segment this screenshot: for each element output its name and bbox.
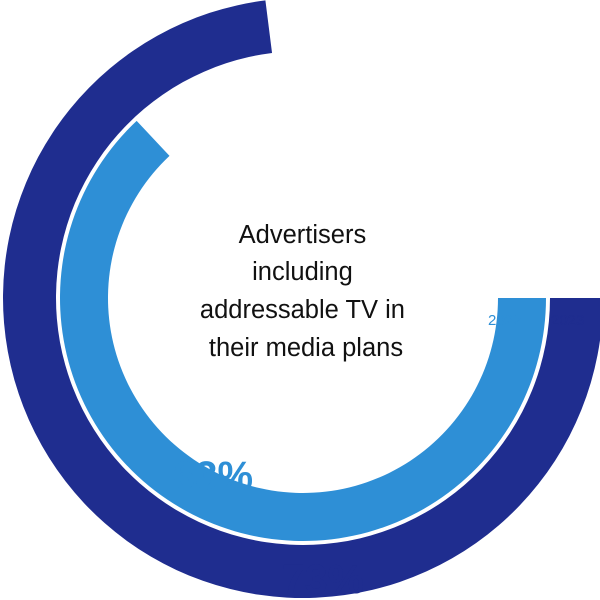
title-line-1: Advertisers [239, 221, 367, 249]
chart-title: Advertisers including addressable TV in … [200, 221, 412, 362]
title-line-3: addressable TV in [200, 296, 405, 324]
arc-group [3, 0, 600, 598]
value-label-2022: 63% [173, 454, 253, 498]
legend-2022: 2022 [488, 312, 521, 329]
arc-2022 [59, 120, 546, 542]
title-line-2: including [252, 258, 353, 286]
legend-2023: 2023 [551, 312, 584, 329]
value-label-2023: 73% [282, 556, 364, 600]
title-line-4: their media plans [209, 334, 403, 362]
